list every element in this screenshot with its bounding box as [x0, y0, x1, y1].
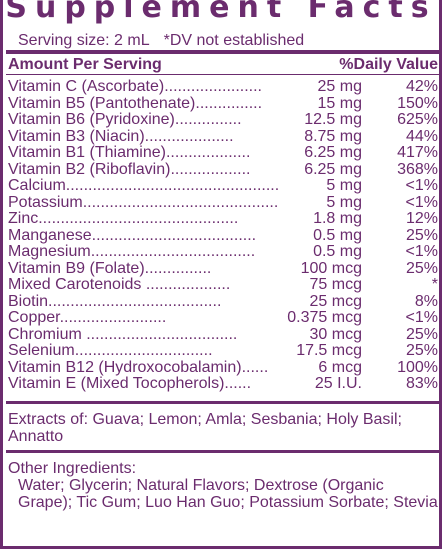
nutrient-daily-value: <1% — [405, 193, 438, 211]
nutrient-amount: 6.25 mg — [304, 144, 362, 161]
nutrient-name: Vitamin B1 (Thiamine)................... — [8, 144, 251, 161]
nutrient-row: Vitamin B9 (Folate)............... 100 mc… — [8, 260, 438, 277]
nutrient-daily-value: <1% — [405, 177, 438, 194]
nutrient-name: Potassium...............................… — [8, 193, 279, 211]
nutrient-row: Vitamin B5 (Pantothenate)...............… — [8, 95, 438, 112]
nutrient-name: Vitamin B3 (Niacin).................... — [8, 127, 234, 145]
other-ingredients: Other Ingredients: Water; Glycerin; Natu… — [8, 460, 438, 511]
extracts-text: Extracts of: Guava; Lemon; Amla; Sesbani… — [8, 411, 402, 445]
nutrient-daily-value: 42% — [405, 78, 438, 95]
nutrient-amount: 5 mg — [326, 177, 362, 194]
nutrient-row: Calcium.................................… — [8, 177, 438, 194]
nutrient-name: Vitamin B12 (Hydroxocobalamin)...... — [8, 358, 269, 376]
nutrient-name: Vitamin E (Mixed Tocopherols)...... — [8, 375, 252, 392]
nutrient-amount: 1.8 mg — [313, 210, 362, 227]
divider-medium — [6, 401, 440, 404]
serving-line: Serving size: 2 mL *DV not established — [18, 32, 304, 50]
other-ingredients-label: Other Ingredients: — [8, 460, 137, 477]
nutrient-name: Zinc....................................… — [8, 210, 239, 227]
nutrient-daily-value: 12% — [405, 210, 438, 227]
nutrient-row: Potassium...............................… — [8, 194, 438, 211]
nutrient-amount: 100 mcg — [300, 259, 362, 277]
nutrient-amount: 12.5 mg — [304, 111, 362, 128]
serving-size: Serving size: 2 mL — [18, 32, 150, 49]
nutrient-amount: 15 mg — [317, 94, 362, 112]
nutrient-daily-value: 8% — [414, 292, 438, 310]
nutrient-daily-value: 100% — [397, 358, 438, 376]
nutrient-name: Magnesium...............................… — [8, 243, 256, 260]
other-ingredients-text: Water; Glycerin; Natural Flavors; Dextro… — [18, 477, 438, 511]
nutrient-amount: 5 mg — [326, 193, 362, 211]
nutrient-name: Vitamin B2 (Riboflavin).................… — [8, 160, 251, 178]
nutrient-row: Vitamin C (Ascorbate)...................… — [8, 78, 438, 95]
nutrient-name: Vitamin B9 (Folate)............... — [8, 259, 212, 277]
nutrient-daily-value: 25% — [405, 325, 438, 343]
nutrient-daily-value: 25% — [405, 259, 438, 277]
nutrient-amount: 25 mcg — [309, 292, 362, 310]
nutrient-row: Selenium............................... 1… — [8, 342, 438, 359]
nutrient-daily-value: 83% — [405, 375, 438, 392]
nutrient-row: Copper........................ 0.375 mcg <… — [8, 309, 438, 326]
nutrient-daily-value: 368% — [397, 160, 438, 178]
nutrient-row: Zinc....................................… — [8, 210, 438, 227]
nutrient-name: Vitamin B5 (Pantothenate)............... — [8, 94, 263, 112]
nutrient-row: Vitamin B2 (Riboflavin).................… — [8, 161, 438, 178]
nutrient-row: Vitamin B3 (Niacin).................... 8… — [8, 128, 438, 145]
nutrient-name: Calcium.................................… — [8, 177, 280, 194]
nutrient-amount: 25 I.U. — [314, 375, 362, 392]
nutrient-row: Manganese...............................… — [8, 227, 438, 244]
nutrient-row: Biotin..................................… — [8, 293, 438, 310]
nutrient-amount: 0.375 mcg — [287, 309, 362, 326]
panel-title: Supplement Facts — [5, 0, 437, 25]
amount-per-serving-header: Amount Per Serving — [8, 56, 162, 73]
daily-value-header: %Daily Value — [339, 56, 438, 73]
nutrient-row: Vitamin B12 (Hydroxocobalamin)...... 6 mc… — [8, 359, 438, 376]
divider-thin — [6, 74, 440, 75]
nutrient-name: Biotin..................................… — [8, 292, 222, 310]
nutrient-name: Copper........................ — [8, 309, 167, 326]
nutrient-daily-value: <1% — [405, 243, 438, 260]
nutrient-daily-value: <1% — [405, 309, 438, 326]
nutrient-name: Vitamin B6 (Pyridoxine)............... — [8, 111, 242, 128]
nutrient-amount: 0.5 mg — [313, 243, 362, 260]
nutrient-amount: 0.5 mg — [313, 226, 362, 244]
nutrient-amount: 8.75 mg — [304, 127, 362, 145]
nutrient-daily-value: 44% — [405, 127, 438, 145]
nutrient-row: Chromium ...............................… — [8, 326, 438, 343]
nutrient-row: Vitamin E (Mixed Tocopherols)...... 25 I.… — [8, 375, 438, 392]
nutrient-amount: 6.25 mg — [304, 160, 362, 178]
nutrient-row: Vitamin B6 (Pyridoxine)............... 12… — [8, 111, 438, 128]
nutrient-amount: 75 mcg — [309, 276, 362, 293]
nutrient-name: Vitamin C (Ascorbate)...................… — [8, 78, 262, 95]
divider-medium — [6, 450, 440, 453]
nutrient-name: Selenium............................... — [8, 342, 213, 359]
nutrient-daily-value: * — [431, 276, 438, 293]
nutrient-row: Vitamin B1 (Thiamine)...................… — [8, 144, 438, 161]
nutrient-amount: 25 mg — [317, 78, 362, 95]
nutrient-daily-value: 417% — [397, 144, 438, 161]
divider-thick — [6, 50, 440, 54]
nutrient-daily-value: 25% — [405, 342, 438, 359]
nutrient-name: Mixed Carotenoids ................... — [8, 276, 231, 293]
dv-not-established-note: *DV not established — [163, 32, 305, 49]
nutrient-amount: 17.5 mcg — [296, 342, 362, 359]
nutrient-amount: 6 mcg — [318, 358, 362, 376]
nutrient-daily-value: 25% — [405, 226, 438, 244]
nutrient-row: Magnesium...............................… — [8, 243, 438, 260]
nutrient-row: Mixed Carotenoids ................... 75 … — [8, 276, 438, 293]
nutrient-amount: 30 mcg — [309, 325, 362, 343]
nutrient-daily-value: 150% — [397, 94, 438, 112]
nutrient-daily-value: 625% — [397, 111, 438, 128]
nutrient-name: Manganese...............................… — [8, 226, 257, 244]
nutrient-name: Chromium ...............................… — [8, 325, 238, 343]
